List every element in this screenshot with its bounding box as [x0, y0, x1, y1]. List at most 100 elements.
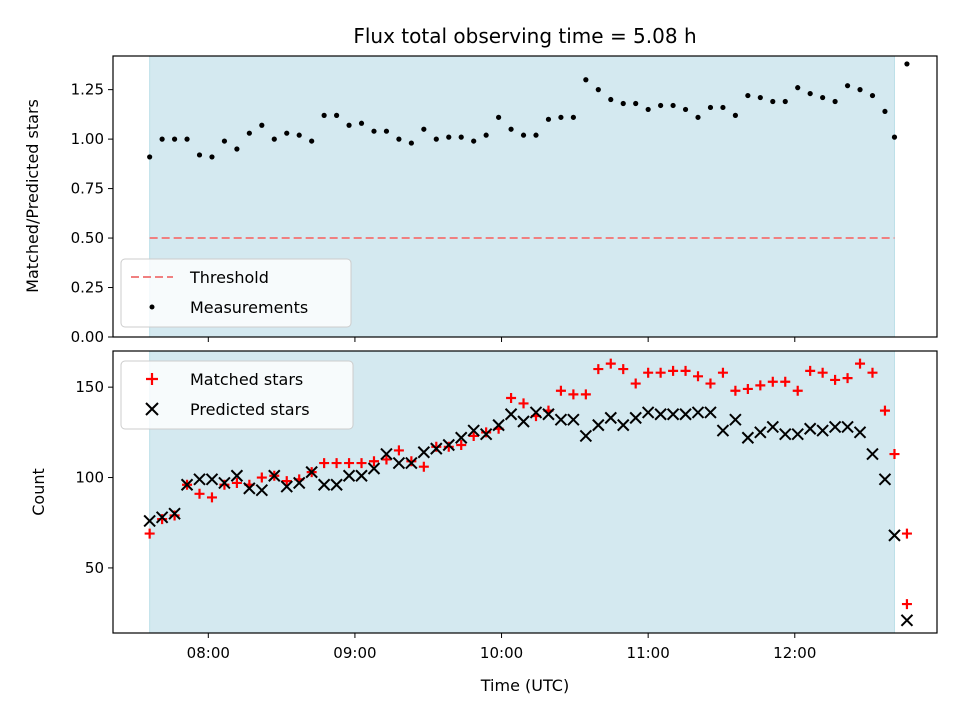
measurements-point: [882, 108, 888, 115]
predicted-stars-marker: [168, 507, 181, 520]
predicted-stars-marker: [729, 413, 742, 426]
measurements-point: [147, 154, 153, 160]
matched-stars-marker: [805, 365, 816, 376]
measurements-legend-swatch: [149, 304, 155, 310]
predicted-stars-marker: [654, 408, 667, 421]
measurements-point: [209, 154, 215, 160]
predicted-stars-marker: [754, 426, 767, 439]
matched-stars-marker: [568, 389, 579, 400]
matched-stars-marker: [605, 358, 616, 369]
matched-stars-marker: [830, 374, 841, 385]
measurements-point: [545, 116, 552, 122]
x-axis-label: Time (UTC): [480, 676, 569, 695]
predicted-stars-marker: [143, 514, 156, 528]
measurements-point: [770, 98, 776, 105]
predicted-stars-marker: [330, 478, 343, 491]
matched-stars-marker: [730, 385, 741, 396]
chart-title: Flux total observing time = 5.08 h: [353, 24, 696, 48]
matched-stars-marker: [693, 371, 704, 382]
matched-stars-marker: [281, 476, 292, 487]
predicted-stars-marker: [816, 424, 829, 437]
measurements-point: [284, 130, 290, 136]
measurements-point: [309, 138, 315, 144]
predicted-legend-swatch: [145, 402, 159, 416]
predicted-stars-marker: [828, 420, 842, 434]
measurements-point: [782, 98, 788, 105]
top-panel-frame: [112, 55, 938, 338]
threshold-legend-label: Threshold: [189, 268, 269, 287]
predicted-stars-marker: [554, 413, 568, 426]
matched-stars-marker: [742, 383, 753, 394]
measurements-point: [346, 122, 352, 128]
predicted-stars-marker: [355, 469, 368, 482]
measurements-point: [608, 96, 614, 103]
matched-legend-label: Matched stars: [190, 370, 303, 389]
measurements-point: [670, 102, 676, 109]
matched-stars-marker: [169, 510, 180, 521]
predicted-stars-marker: [666, 408, 680, 421]
predicted-stars-marker: [155, 511, 169, 524]
measurements-point: [807, 90, 813, 97]
predicted-stars-marker: [704, 406, 717, 419]
measurements-point: [396, 136, 402, 142]
top-y-tick-label: 0.75: [71, 180, 104, 198]
predicted-stars-marker: [430, 442, 443, 455]
measurements-point: [296, 132, 302, 138]
predicted-stars-marker: [218, 476, 231, 490]
x-tick-label: 11:00: [627, 644, 670, 662]
matched-stars-marker: [842, 373, 853, 384]
matched-stars-marker: [206, 492, 217, 503]
measurements-point: [832, 98, 838, 105]
measurements-point: [795, 85, 801, 91]
measurements-point: [869, 92, 876, 99]
matched-stars-marker: [755, 380, 766, 391]
matched-stars-marker: [406, 456, 417, 467]
matched-stars-marker: [593, 364, 604, 375]
matched-stars-marker: [780, 376, 791, 387]
top-y-tick-label: 1.25: [71, 81, 104, 99]
x-tick-label: 10:00: [480, 644, 523, 662]
measurements-point: [732, 112, 738, 118]
measurements-point: [433, 136, 439, 142]
measurements-point: [620, 100, 626, 107]
measurements-point: [508, 126, 514, 132]
predicted-legend-label: Predicted stars: [190, 400, 310, 419]
bottom-legend: Matched stars Predicted stars: [120, 360, 354, 430]
matched-stars-marker: [431, 441, 442, 452]
matched-legend-swatch: [146, 373, 158, 385]
measurements-point: [595, 87, 601, 93]
predicted-stars-marker: [280, 480, 293, 493]
matched-stars-marker: [393, 445, 404, 456]
predicted-stars-marker: [205, 473, 219, 486]
matched-stars-marker: [555, 385, 566, 396]
bottom-y-axis-label: Count: [29, 468, 48, 516]
predicted-stars-marker: [529, 406, 543, 419]
measurements-point: [707, 104, 714, 111]
matched-stars-marker: [580, 389, 591, 400]
matched-stars-marker: [705, 378, 716, 389]
predicted-stars-marker: [492, 418, 505, 432]
predicted-stars-marker: [467, 424, 480, 437]
predicted-stars-marker: [504, 408, 518, 421]
predicted-stars-marker: [841, 420, 854, 434]
matched-stars-marker: [194, 488, 205, 499]
predicted-stars-marker: [305, 465, 318, 479]
measurements-point: [904, 61, 910, 67]
measurements-point: [159, 136, 165, 142]
top-legend: Threshold Measurements: [120, 258, 352, 328]
predicted-stars-marker: [766, 420, 779, 434]
predicted-stars-marker: [455, 431, 468, 444]
measurements-point: [570, 114, 576, 120]
measurements-point: [383, 128, 390, 134]
predicted-stars-marker: [193, 473, 206, 486]
predicted-stars-marker: [268, 469, 281, 482]
measurements-point: [321, 112, 327, 118]
bottom-panel-frame: [112, 350, 938, 634]
matched-stars-marker: [518, 398, 529, 409]
matched-stars-marker: [481, 427, 492, 438]
predicted-stars-marker: [392, 456, 406, 470]
predicted-stars-marker: [542, 408, 555, 421]
measurements-point: [458, 134, 464, 140]
bottom-legend-box: [120, 360, 354, 430]
x-tick-label: 08:00: [187, 644, 230, 662]
